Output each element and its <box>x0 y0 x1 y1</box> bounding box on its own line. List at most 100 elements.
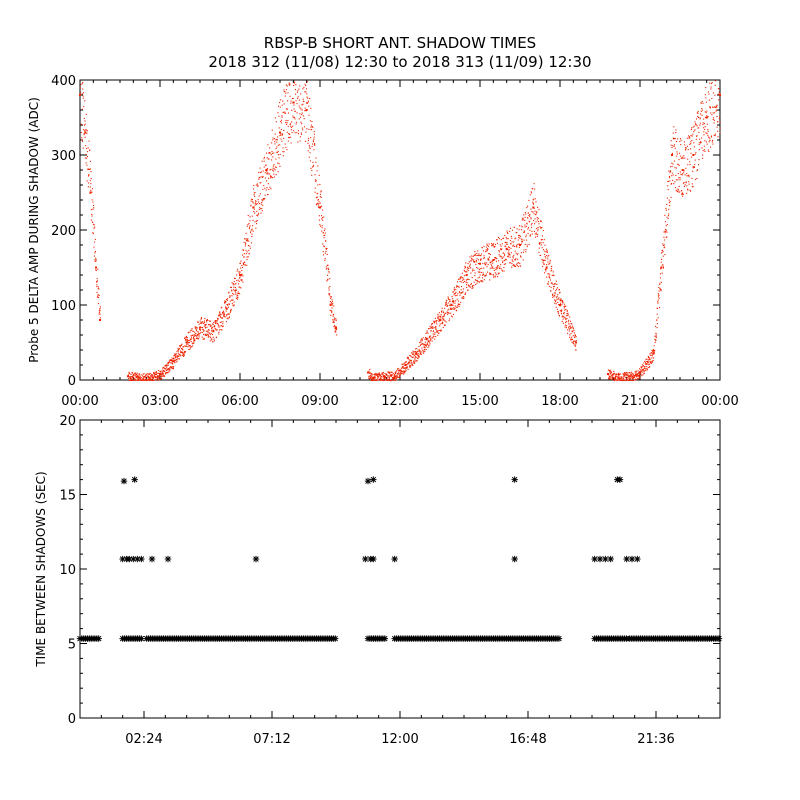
top-data-point <box>664 230 666 232</box>
top-data-point <box>676 140 678 143</box>
top-data-point <box>685 147 687 149</box>
top-data-point <box>509 239 511 241</box>
top-data-point <box>495 239 498 241</box>
top-data-point <box>425 336 427 338</box>
top-data-point <box>250 242 253 244</box>
top-data-point <box>669 180 671 182</box>
top-data-point <box>314 179 316 181</box>
top-data-point <box>682 182 685 184</box>
top-data-point <box>496 268 498 270</box>
top-data-point <box>219 315 221 317</box>
top-data-point <box>249 216 251 218</box>
top-data-point <box>463 297 465 299</box>
top-data-point <box>176 351 178 353</box>
top-data-point <box>180 350 182 352</box>
top-data-point <box>446 300 448 302</box>
top-data-point <box>192 338 194 340</box>
top-data-point <box>572 325 574 327</box>
top-data-point <box>258 195 260 197</box>
top-data-point <box>491 267 493 269</box>
top-data-point <box>648 358 650 360</box>
top-data-point <box>478 254 480 256</box>
top-data-point <box>563 305 565 307</box>
top-data-point <box>464 265 466 267</box>
top-data-point <box>568 330 570 332</box>
top-data-point <box>90 189 92 191</box>
top-data-point <box>509 230 511 232</box>
top-data-point <box>714 106 716 108</box>
top-data-point <box>174 356 176 358</box>
top-data-point <box>136 377 138 379</box>
top-data-point <box>530 191 532 193</box>
top-data-point <box>87 168 89 171</box>
top-data-point <box>518 225 521 227</box>
top-data-point <box>671 146 673 149</box>
top-data-point <box>248 249 250 251</box>
top-data-point <box>170 365 172 368</box>
top-data-point <box>668 202 670 204</box>
top-data-point <box>198 332 200 335</box>
top-data-point <box>507 246 510 248</box>
top-data-point <box>406 366 408 368</box>
top-data-point <box>414 359 416 361</box>
top-data-point <box>662 244 665 246</box>
top-data-point <box>267 183 269 185</box>
top-data-point <box>544 259 546 261</box>
top-data-point <box>265 164 267 166</box>
top-data-point <box>681 169 684 171</box>
top-data-point <box>204 334 206 336</box>
top-series-points <box>79 80 721 382</box>
top-data-point <box>679 179 681 181</box>
top-data-point <box>564 326 566 328</box>
top-data-point <box>516 244 518 246</box>
top-data-point <box>521 240 523 243</box>
top-data-point <box>672 137 675 139</box>
top-data-point <box>638 368 641 370</box>
top-data-point <box>169 368 171 370</box>
top-data-point <box>251 199 254 201</box>
top-data-point <box>683 155 685 157</box>
top-data-point <box>393 379 395 381</box>
top-data-point <box>454 305 456 307</box>
top-data-point <box>251 233 253 235</box>
top-data-point <box>505 245 507 247</box>
top-data-point <box>203 325 205 327</box>
top-data-point <box>553 274 555 277</box>
top-data-point <box>541 239 543 241</box>
top-data-point <box>488 253 490 255</box>
top-data-point <box>489 279 491 281</box>
top-data-point <box>142 378 144 380</box>
top-data-point <box>692 167 694 169</box>
top-data-point <box>707 128 709 131</box>
top-data-point <box>717 121 719 123</box>
top-data-point <box>94 252 96 254</box>
top-data-point <box>280 119 283 121</box>
top-data-point <box>396 376 398 378</box>
top-data-point <box>236 280 238 282</box>
top-data-point <box>527 205 529 207</box>
top-data-point <box>545 251 547 253</box>
top-data-point <box>248 240 250 242</box>
top-data-point <box>466 286 468 288</box>
top-data-point <box>81 140 84 142</box>
top-data-point <box>552 286 555 288</box>
top-data-point <box>446 303 448 305</box>
top-data-point <box>710 112 712 114</box>
top-data-point <box>254 204 256 206</box>
top-data-point <box>219 312 221 314</box>
top-data-point <box>612 373 614 375</box>
top-data-point <box>470 272 472 274</box>
top-data-point <box>231 290 233 292</box>
top-data-point <box>155 376 157 378</box>
top-data-point <box>196 326 198 329</box>
top-data-point <box>313 133 315 135</box>
top-data-point <box>95 259 97 261</box>
top-data-point <box>515 245 517 248</box>
top-data-point <box>263 185 265 187</box>
top-data-point <box>147 373 149 375</box>
top-data-point <box>695 152 697 154</box>
top-data-point <box>480 259 482 261</box>
top-data-point <box>500 268 502 270</box>
top-data-point <box>556 283 558 285</box>
top-data-point <box>428 335 431 337</box>
